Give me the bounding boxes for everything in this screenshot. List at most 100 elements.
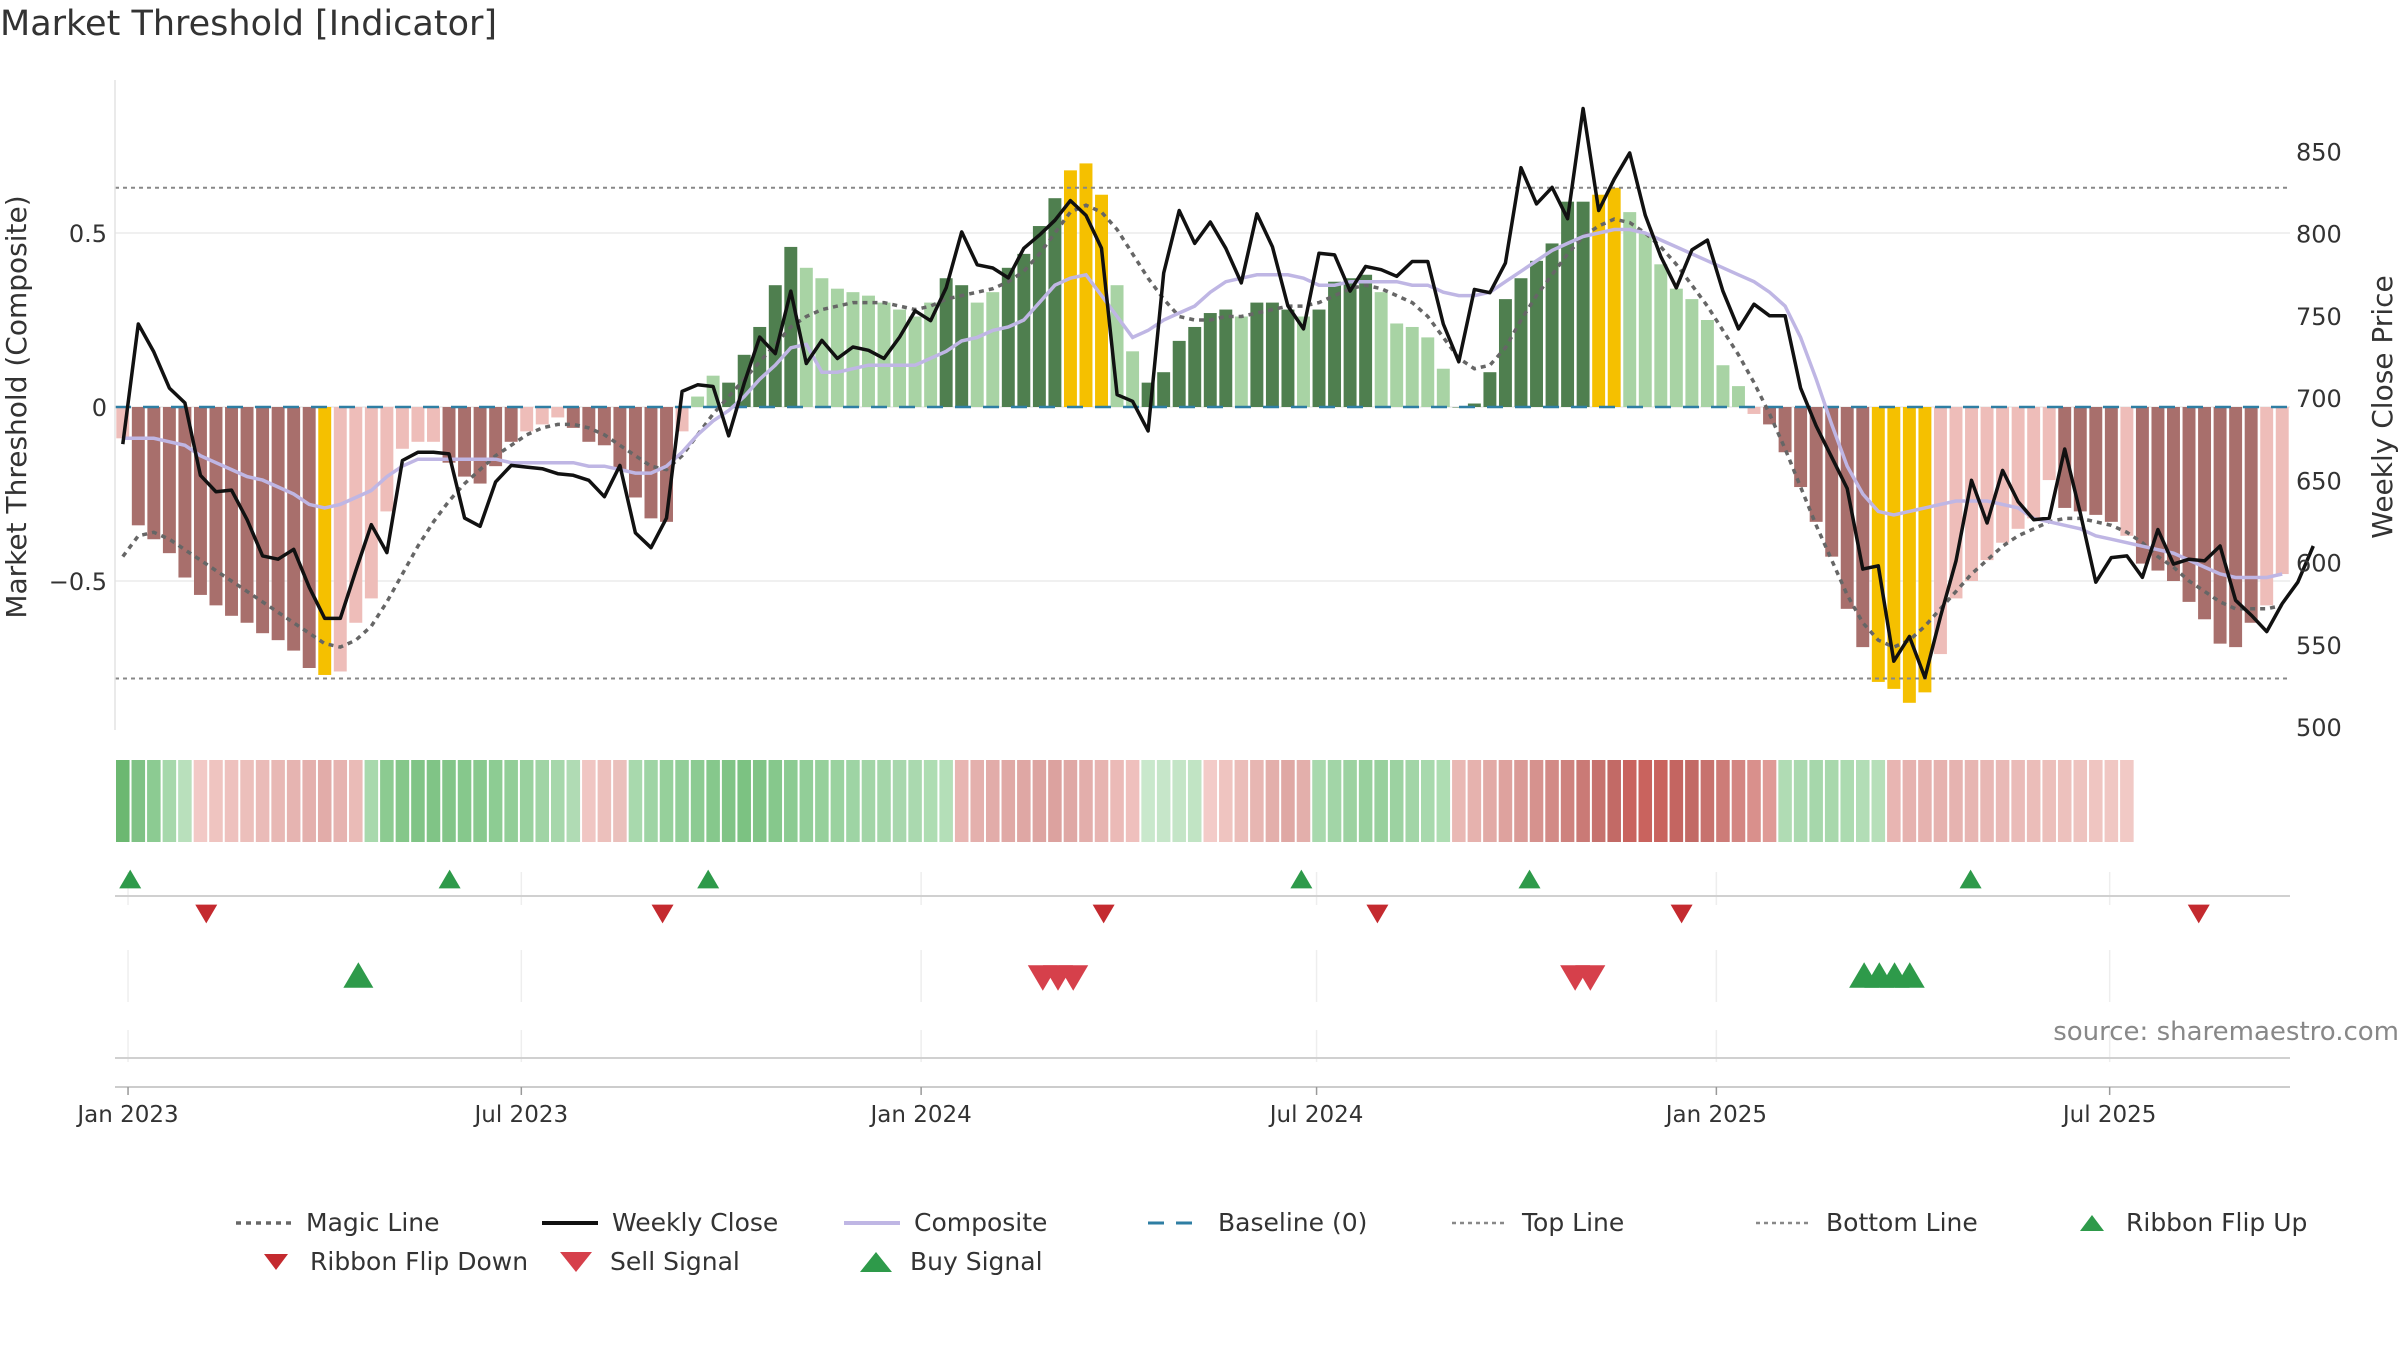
ribbon-cell: [1560, 760, 1575, 842]
ribbon-flip-down-marker: [2187, 904, 2210, 924]
ribbon-cell: [939, 760, 953, 842]
x-tick-label: Jan 2024: [868, 1102, 971, 1128]
composite-bar: [2058, 407, 2072, 508]
ribbon-cell: [1094, 760, 1109, 842]
ribbon-cell: [2120, 760, 2134, 842]
legend-label: Weekly Close: [612, 1208, 779, 1237]
ribbon-cell: [1219, 760, 1233, 842]
ribbon-cell: [1576, 760, 1590, 842]
ribbon-cell: [1669, 760, 1684, 842]
composite-bar: [893, 309, 907, 407]
ribbon-cell: [2011, 760, 2025, 842]
y2-tick-label: 500: [2296, 714, 2342, 742]
composite-bar: [1172, 340, 1186, 407]
composite-bar: [535, 407, 549, 425]
ribbon-cell: [1374, 760, 1388, 842]
ribbon-cell: [2042, 760, 2056, 842]
composite-bar: [1421, 337, 1435, 407]
ribbon-cell: [1063, 760, 1078, 842]
ribbon-cell: [317, 760, 332, 842]
composite-bar: [1794, 407, 1808, 488]
ribbon-cell: [1607, 760, 1621, 842]
ribbon-flip-down-marker: [1670, 904, 1693, 924]
composite-bar: [628, 407, 642, 498]
ribbon-cell: [954, 760, 969, 842]
composite-bar: [162, 407, 176, 554]
composite-bar: [318, 407, 332, 675]
legend-item-bottom-line: Bottom Line: [1756, 1208, 1978, 1237]
ribbon-cell: [582, 760, 596, 842]
triangle-up-icon: [2080, 1214, 2104, 1231]
composite-bar: [924, 302, 938, 407]
composite-bar: [551, 407, 565, 418]
composite-bar: [2073, 407, 2087, 512]
composite-bar: [1933, 407, 1947, 655]
composite-bar: [1312, 309, 1326, 407]
ribbon-cell: [923, 760, 938, 842]
composite-bar: [1498, 299, 1512, 407]
composite-bar: [1980, 407, 1994, 561]
ribbon-cell: [1110, 760, 1124, 842]
legend-label: Sell Signal: [610, 1247, 740, 1276]
legend-item-baseline: Baseline (0): [1148, 1208, 1367, 1237]
x-tick-label: Jul 2023: [473, 1102, 569, 1128]
ribbon-cell: [970, 760, 984, 842]
y2-axis-label: Weekly Close Price: [2366, 275, 2399, 538]
composite-bar: [597, 407, 611, 446]
composite-bar: [2213, 407, 2227, 644]
ribbon-cell: [1265, 760, 1280, 842]
composite-bar: [1095, 194, 1108, 407]
ribbon-cell: [224, 760, 239, 842]
ribbon-cell: [1421, 760, 1435, 842]
ribbon-cell: [1995, 760, 2010, 842]
ribbon-cell: [178, 760, 192, 842]
legend-label: Top Line: [1522, 1208, 1625, 1237]
legend-label: Ribbon Flip Down: [310, 1247, 529, 1276]
ribbon-cell: [271, 760, 285, 842]
ribbon-cell: [380, 760, 394, 842]
composite-bar: [333, 407, 347, 672]
composite-bar: [349, 407, 363, 623]
composite-bar: [1126, 351, 1140, 407]
composite-bar: [986, 292, 1000, 407]
ribbon-cell: [659, 760, 674, 842]
ribbon-cell: [1467, 760, 1482, 842]
ribbon-cell: [286, 760, 301, 842]
ribbon-cell: [411, 760, 425, 842]
composite-bar: [504, 407, 518, 442]
y2-tick-label: 850: [2296, 138, 2342, 166]
composite-bar: [1405, 326, 1419, 407]
ribbon-cell: [1001, 760, 1016, 842]
ribbon-cell: [830, 760, 845, 842]
ribbon-cell: [551, 760, 565, 842]
ribbon-cell: [1017, 760, 1031, 842]
ribbon-cell: [1591, 760, 1606, 842]
ribbon-cell: [1747, 760, 1761, 842]
ribbon-cell: [690, 760, 705, 842]
composite-bar: [302, 407, 316, 668]
composite-bar: [473, 407, 487, 484]
ribbon-cell: [721, 760, 736, 842]
ribbon-cell: [1452, 760, 1466, 842]
ribbon-cell: [147, 760, 161, 842]
legend-swatch-bottom: [1756, 1221, 1812, 1224]
ribbon-cell: [1172, 760, 1186, 842]
y-axis-label: Market Threshold (Composite): [0, 195, 33, 618]
ribbon-cell: [1871, 760, 1886, 842]
ribbon-cell: [162, 760, 177, 842]
ribbon-cell: [395, 760, 410, 842]
composite-bar: [1638, 233, 1652, 407]
composite-bar: [2042, 407, 2056, 481]
ribbon-cell: [442, 760, 456, 842]
sell-signal-marker: [1575, 965, 1606, 991]
ribbon-cell: [1529, 760, 1544, 842]
legend-label: Magic Line: [306, 1208, 440, 1237]
composite-bar: [225, 407, 238, 616]
composite-bar: [209, 407, 223, 606]
ribbon-cell: [1032, 760, 1047, 842]
composite-bar: [287, 407, 301, 651]
ribbon-cell: [1079, 760, 1093, 842]
composite-bar: [1250, 302, 1264, 407]
composite-bar: [613, 407, 627, 470]
ribbon-flip-up-marker: [697, 869, 720, 889]
